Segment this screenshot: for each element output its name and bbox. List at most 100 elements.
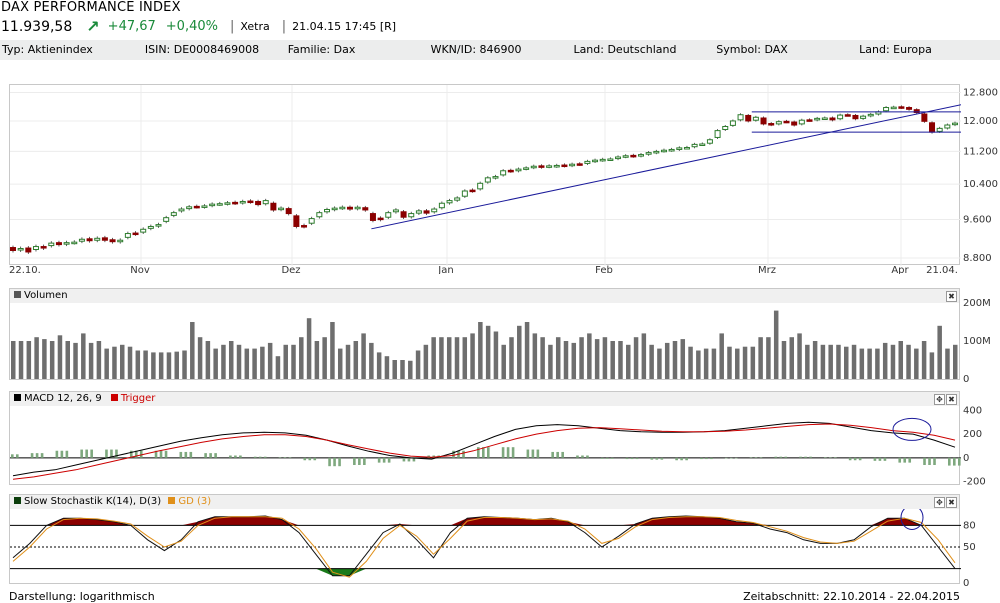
macd-panel[interactable]: MACD 12, 26, 9 Trigger ✥ ✖ <box>9 391 961 486</box>
candle <box>163 217 170 222</box>
macd-histogram-bar <box>482 447 485 458</box>
candle <box>78 238 85 242</box>
y-tick-label: 50 <box>963 542 976 553</box>
stochastic-panel[interactable]: Slow Stochastik K(14), D(3) GD (3) ✥ ✖ <box>9 494 961 585</box>
y-tick-label: 12.800 <box>963 87 998 98</box>
candle <box>423 210 430 214</box>
candle <box>507 169 514 173</box>
volume-bar <box>462 337 468 379</box>
candle <box>362 207 369 211</box>
candle <box>461 190 468 197</box>
macd-histogram-bar <box>680 457 683 461</box>
price-chart[interactable] <box>10 85 961 266</box>
volume-bar <box>703 348 709 379</box>
volume-bar <box>57 335 63 379</box>
candle <box>592 159 599 163</box>
close-icon[interactable]: ✖ <box>946 394 957 405</box>
volume-bar <box>929 352 935 379</box>
volume-bar <box>127 346 133 379</box>
info-isin: ISIN: DE0008469008 <box>144 43 260 56</box>
candle <box>209 203 216 207</box>
macd-histogram-bar <box>189 451 193 458</box>
volume-bar <box>221 344 226 379</box>
candle <box>301 225 308 228</box>
macd-histogram-bar <box>353 457 356 465</box>
candle <box>17 248 24 251</box>
candle <box>798 119 805 125</box>
candle <box>645 152 652 155</box>
macd-histogram-bar <box>600 457 604 459</box>
volume-bar <box>555 337 561 379</box>
volume-bar <box>260 346 265 379</box>
expand-icon[interactable]: ✥ <box>934 497 945 508</box>
macd-histogram-bar <box>749 457 753 458</box>
info-family: Familie: Dax <box>287 43 356 56</box>
macd-histogram-bar <box>903 457 907 463</box>
candle <box>653 150 660 154</box>
candle <box>469 189 476 193</box>
volume-bar <box>548 344 553 379</box>
macd-histogram-bar <box>958 457 961 466</box>
volume-bar <box>228 341 234 379</box>
candle <box>232 201 239 205</box>
volume-bar <box>119 344 125 379</box>
volume-bar <box>135 350 141 379</box>
volume-chart[interactable] <box>10 289 961 381</box>
close-icon[interactable]: ✖ <box>946 497 957 508</box>
y-tick-label: 0 <box>963 578 969 586</box>
macd-histogram-bar <box>139 450 143 458</box>
volume-bar <box>937 325 942 379</box>
volume-swatch-icon <box>14 291 21 298</box>
y-tick-label: 0 <box>963 374 969 383</box>
macd-histogram-bar <box>85 449 88 458</box>
macd-histogram-bar <box>16 454 19 458</box>
quote-line: 11.939,58 ↗ +47,67 +0,40% | Xetra | 21.0… <box>1 17 396 36</box>
volume-bar <box>532 333 538 379</box>
macd-histogram-bar <box>581 455 584 458</box>
volume-bar <box>820 344 826 379</box>
volume-bar <box>789 337 795 379</box>
macd-histogram-bar <box>824 457 827 458</box>
volume-bar <box>563 341 569 379</box>
expand-icon[interactable]: ✥ <box>934 394 945 405</box>
candle <box>10 247 16 251</box>
candle <box>63 242 70 245</box>
volume-bar <box>828 344 833 379</box>
volume-bar <box>88 342 94 379</box>
close-icon[interactable]: ✖ <box>946 291 957 302</box>
info-type: Typ: Aktienindex <box>2 43 93 56</box>
candle <box>247 200 254 204</box>
candle <box>944 124 951 129</box>
volume-bar <box>805 344 810 379</box>
candle <box>668 148 675 152</box>
macd-histogram-bar <box>60 450 64 458</box>
candle <box>722 126 729 130</box>
volume-bar <box>696 350 701 379</box>
macd-histogram-bar <box>948 457 951 466</box>
volume-bar <box>501 344 506 379</box>
trigger-swatch-icon <box>110 394 118 401</box>
macd-histogram-bar <box>799 456 802 458</box>
x-tick-label: Mrz <box>758 265 776 274</box>
volume-bar <box>166 352 172 379</box>
price-chart-panel[interactable] <box>9 84 961 266</box>
candle <box>515 168 522 172</box>
volume-title: Volumen <box>24 290 68 301</box>
volume-panel[interactable]: Volumen ✖ <box>9 288 960 380</box>
macd-histogram-bar <box>377 457 381 463</box>
candle <box>255 200 262 206</box>
volume-bar <box>836 344 841 379</box>
candle <box>607 158 614 161</box>
stochastic-d-line <box>12 516 956 578</box>
last-price: 11.939,58 <box>1 18 73 35</box>
candle <box>446 200 453 204</box>
macd-histogram-bar <box>605 457 609 459</box>
candle <box>25 247 32 253</box>
volume-bar <box>524 322 530 379</box>
macd-histogram-bar <box>303 457 307 461</box>
candle <box>745 114 752 122</box>
macd-histogram-bar <box>179 451 183 458</box>
candle <box>775 121 782 125</box>
stochastic-chart[interactable] <box>10 495 961 585</box>
macd-chart[interactable] <box>10 392 961 486</box>
